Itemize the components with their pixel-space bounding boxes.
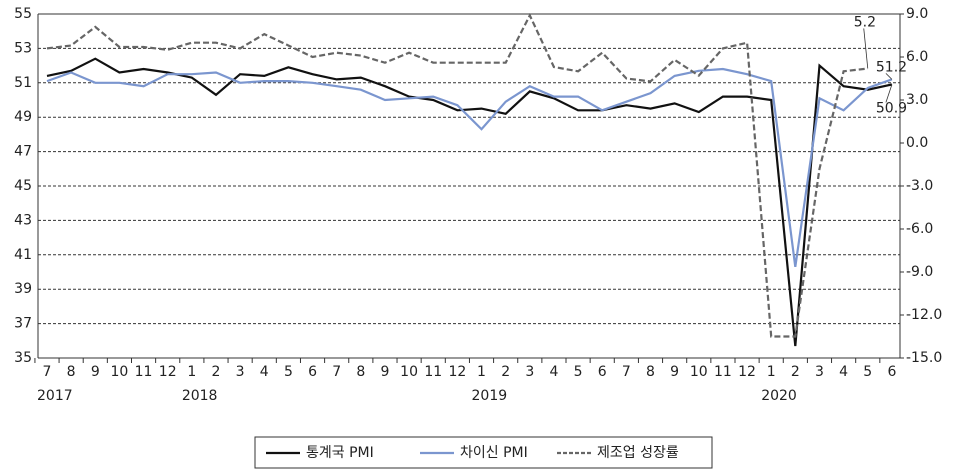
y2-tick-label: 9.0 bbox=[906, 6, 928, 22]
series-line bbox=[46, 67, 893, 267]
x-tick-label: 11 bbox=[135, 364, 153, 380]
x-tick-label: 9 bbox=[670, 364, 679, 380]
x-tick-label: 2 bbox=[212, 364, 221, 380]
x-tick-label: 1 bbox=[477, 364, 486, 380]
series-line bbox=[46, 12, 868, 338]
legend-label: 차이신 PMI bbox=[460, 445, 528, 461]
series-line bbox=[46, 57, 893, 347]
y-tick-label: 51 bbox=[14, 75, 32, 91]
x-tick-label: 8 bbox=[67, 364, 76, 380]
y2-tick-label: 0.0 bbox=[906, 135, 928, 151]
label-leader bbox=[885, 73, 893, 80]
x-tick-label: 10 bbox=[400, 364, 418, 380]
year-label: 2017 bbox=[37, 388, 73, 404]
y2-tick-label: -12.0 bbox=[906, 307, 942, 323]
y-tick-label: 37 bbox=[14, 316, 32, 332]
legend-label: 통계국 PMI bbox=[306, 445, 374, 461]
x-tick-label: 10 bbox=[111, 364, 129, 380]
label-leader bbox=[885, 84, 893, 103]
x-tick-label: 4 bbox=[260, 364, 269, 380]
year-label: 2020 bbox=[761, 388, 797, 404]
x-tick-label: 12 bbox=[738, 364, 756, 380]
x-tick-label: 2 bbox=[501, 364, 510, 380]
y2-tick-label: 6.0 bbox=[906, 49, 928, 65]
x-tick-label: 11 bbox=[424, 364, 442, 380]
x-tick-label: 3 bbox=[525, 364, 534, 380]
x-tick-label: 6 bbox=[598, 364, 607, 380]
x-tick-label: 7 bbox=[622, 364, 631, 380]
legend-label: 제조업 성장률 bbox=[597, 445, 679, 461]
legend: 통계국 PMI 차이신 PMI 제조업 성장률 bbox=[254, 436, 713, 469]
x-tick-label: 5 bbox=[574, 364, 583, 380]
x-tick-label: 1 bbox=[767, 364, 776, 380]
y-tick-label: 45 bbox=[14, 178, 32, 194]
y2-tick-label: -9.0 bbox=[906, 264, 933, 280]
y-tick-label: 55 bbox=[14, 6, 32, 22]
x-tick-label: 9 bbox=[91, 364, 100, 380]
x-tick-label: 7 bbox=[43, 364, 52, 380]
x-tick-label: 6 bbox=[887, 364, 896, 380]
y-tick-label: 47 bbox=[14, 144, 32, 160]
x-tick-label: 1 bbox=[187, 364, 196, 380]
y-tick-label: 41 bbox=[14, 247, 32, 263]
data-label: 51.2 bbox=[876, 59, 907, 75]
year-label: 2019 bbox=[472, 388, 508, 404]
y-tick-label: 49 bbox=[14, 109, 32, 125]
x-tick-label: 3 bbox=[815, 364, 824, 380]
y2-tick-label: 3.0 bbox=[906, 92, 928, 108]
y-tick-label: 39 bbox=[14, 281, 32, 297]
label-leader bbox=[863, 28, 869, 69]
x-tick-label: 12 bbox=[448, 364, 466, 380]
y-tick-label: 35 bbox=[14, 350, 32, 366]
x-tick-label: 11 bbox=[714, 364, 732, 380]
y2-tick-label: -3.0 bbox=[906, 178, 933, 194]
x-tick-label: 3 bbox=[236, 364, 245, 380]
y2-tick-label: -6.0 bbox=[906, 221, 933, 237]
y2-tick-label: -15.0 bbox=[906, 350, 942, 366]
x-tick-label: 6 bbox=[308, 364, 317, 380]
x-tick-label: 10 bbox=[690, 364, 708, 380]
data-label: 50.9 bbox=[876, 101, 907, 117]
x-tick-label: 7 bbox=[332, 364, 341, 380]
legend-box bbox=[254, 436, 713, 469]
x-tick-label: 5 bbox=[284, 364, 293, 380]
y-tick-label: 43 bbox=[14, 212, 32, 228]
x-tick-label: 4 bbox=[549, 364, 558, 380]
x-tick-label: 8 bbox=[356, 364, 365, 380]
x-tick-label: 9 bbox=[380, 364, 389, 380]
x-tick-label: 8 bbox=[646, 364, 655, 380]
x-tick-label: 5 bbox=[863, 364, 872, 380]
year-label: 2018 bbox=[182, 388, 218, 404]
x-tick-label: 12 bbox=[159, 364, 177, 380]
x-tick-label: 4 bbox=[839, 364, 848, 380]
data-label: 5.2 bbox=[854, 14, 876, 30]
x-tick-label: 2 bbox=[791, 364, 800, 380]
y-tick-label: 53 bbox=[14, 40, 32, 56]
